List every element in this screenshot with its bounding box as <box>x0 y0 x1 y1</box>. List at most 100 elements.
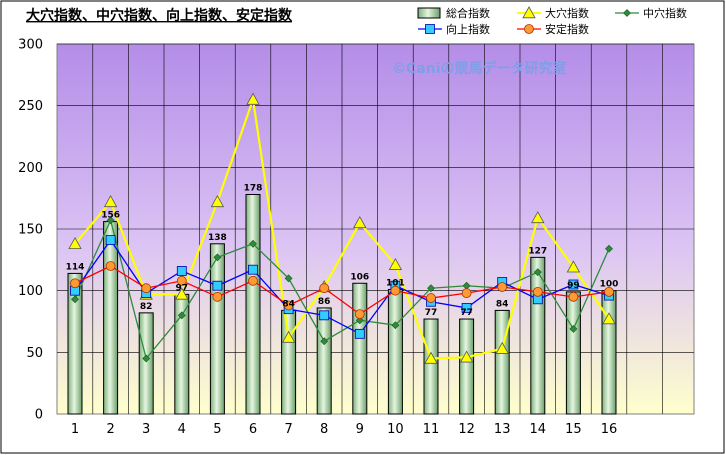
bar <box>209 243 225 415</box>
bar <box>494 309 510 415</box>
legend-label: 中穴指数 <box>643 6 687 20</box>
legend-label: 安定指数 <box>545 22 589 36</box>
data-label: 86 <box>318 297 331 307</box>
x-tick-label: 8 <box>320 422 328 437</box>
bar <box>459 318 475 415</box>
data-point <box>497 282 508 292</box>
data-point <box>106 216 115 225</box>
data-label: 156 <box>101 211 120 221</box>
data-label: 84 <box>496 299 509 309</box>
data-point <box>605 244 613 253</box>
bar <box>245 193 261 415</box>
data-point <box>176 266 187 276</box>
data-point <box>70 278 80 289</box>
legend-marker <box>425 24 435 34</box>
data-label: 101 <box>386 278 405 288</box>
data-point <box>284 274 293 283</box>
data-point <box>142 354 151 363</box>
bar <box>387 288 403 415</box>
bar <box>138 312 154 415</box>
data-point <box>71 295 79 304</box>
data-point <box>390 285 401 296</box>
data-point <box>283 300 294 311</box>
x-tick-label: 7 <box>284 422 292 437</box>
grid <box>57 43 694 414</box>
bar <box>352 282 368 415</box>
data-label: 114 <box>66 262 85 272</box>
data-point <box>246 92 260 105</box>
data-point <box>568 291 579 302</box>
data-point <box>212 280 223 291</box>
bar <box>316 307 332 415</box>
x-tick-label: 2 <box>106 422 114 437</box>
y-tick-label: 300 <box>18 38 43 53</box>
data-label: 127 <box>528 246 547 256</box>
legend-label: 大穴指数 <box>545 6 589 20</box>
data-label: 100 <box>600 280 619 290</box>
chart-title: 大穴指数、中穴指数、向上指数、安定指数 <box>26 7 293 24</box>
y-tick-label: 150 <box>18 223 43 238</box>
data-point <box>210 195 225 208</box>
data-point <box>105 261 116 271</box>
data-label: 138 <box>208 233 227 243</box>
y-axis: 0 50 100 150 200 250 300 <box>18 38 43 423</box>
series-line <box>74 99 610 360</box>
data-point <box>604 286 614 297</box>
y-tick-label: 250 <box>18 99 43 114</box>
x-tick-label: 12 <box>458 422 475 437</box>
y-tick-label: 200 <box>18 161 43 176</box>
data-point <box>354 328 365 339</box>
watermark: ©Caniの競馬データ研究室 <box>392 60 567 77</box>
x-tick-label: 9 <box>356 422 364 437</box>
data-label: 84 <box>282 299 295 309</box>
bar <box>423 318 439 415</box>
data-label: 97 <box>176 283 189 293</box>
data-point <box>391 321 400 330</box>
data-point <box>319 283 330 294</box>
legend-marker <box>522 6 536 19</box>
data-point <box>248 264 258 275</box>
data-point <box>176 275 187 286</box>
data-point <box>353 216 367 229</box>
x-tick-label: 14 <box>530 422 547 437</box>
y-tick-label: 0 <box>35 408 43 423</box>
legend-entry: 向上指数 <box>418 22 490 36</box>
bar <box>103 221 119 415</box>
y-tick-label: 100 <box>18 284 43 299</box>
data-label: 178 <box>244 183 263 193</box>
series-line <box>74 238 610 335</box>
data-label: 77 <box>425 308 438 318</box>
data-point <box>68 236 82 250</box>
data-point <box>427 284 435 293</box>
x-tick-label: 3 <box>142 422 150 437</box>
legend-entry: 中穴指数 <box>615 6 687 20</box>
y-tick-label: 50 <box>26 346 43 361</box>
data-point <box>103 195 118 208</box>
bar <box>67 272 83 415</box>
data-point <box>495 341 509 354</box>
data-point <box>281 330 296 343</box>
x-tick-label: 10 <box>387 422 404 437</box>
data-point <box>354 309 365 320</box>
series-line <box>74 265 610 315</box>
legend-entry: 大穴指数 <box>517 6 589 20</box>
data-point <box>141 283 152 294</box>
data-point <box>461 303 472 313</box>
data-point <box>319 310 330 321</box>
data-point <box>532 286 543 297</box>
data-point <box>461 288 472 299</box>
legend-marker <box>524 24 534 34</box>
line-series <box>68 92 616 364</box>
data-point <box>213 253 222 262</box>
data-point <box>531 211 545 224</box>
x-tick-label: 1 <box>71 422 79 437</box>
bar-labels: 114 156 82 97 138 178 84 86 106 101 77 77 84 127 99 100 <box>66 183 619 318</box>
data-label: 82 <box>140 302 153 312</box>
data-point <box>568 279 579 290</box>
x-tick-label: 11 <box>423 422 440 437</box>
legend-marker <box>623 9 631 17</box>
data-point <box>212 291 223 302</box>
data-point <box>388 257 403 270</box>
